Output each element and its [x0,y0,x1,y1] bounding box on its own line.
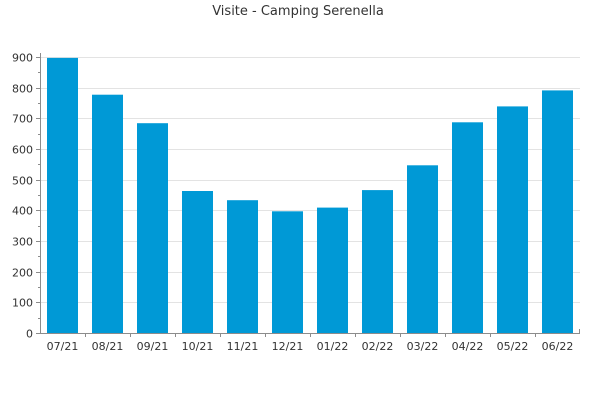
x-tick-label: 11/21 [227,340,259,353]
bar-06-22 [542,90,573,334]
y-tick-label: 200 [12,267,33,280]
axes [36,53,580,337]
y-tick-label: 500 [12,175,33,188]
y-tick-label: 600 [12,144,33,157]
x-tick-label: 05/22 [497,340,529,353]
x-tick-label: 12/21 [272,340,304,353]
x-tick-label: 01/22 [317,340,349,353]
bar-11-21 [227,200,258,333]
bar-09-21 [137,123,168,333]
y-tick-label: 700 [12,113,33,126]
y-tick-label: 0 [26,328,33,341]
y-tick-label: 100 [12,297,33,310]
y-tick-label: 400 [12,205,33,218]
bar-04-22 [452,122,483,333]
x-tick-label: 03/22 [407,340,439,353]
bar-07-21 [47,57,78,334]
y-tick-label: 900 [12,52,33,65]
x-tick-label: 07/21 [47,340,79,353]
bar-08-21 [92,94,123,333]
y-tick-labels: 0 100 200 300 400 500 600 700 800 900 [12,52,33,341]
chart-title: Visite - Camping Serenella [212,4,384,19]
x-tick-label: 06/22 [542,340,574,353]
bar-03-22 [407,165,438,333]
bar-12-21 [272,211,303,333]
x-tick-labels: 07/21 08/21 09/21 10/21 11/21 12/21 01/22 02/22… [47,340,574,353]
bar-01-22 [317,207,348,333]
bar-02-22 [362,190,393,333]
x-tick-label: 08/21 [92,340,124,353]
y-tick-label: 800 [12,83,33,96]
x-tick-label: 02/22 [362,340,394,353]
y-tick-label: 300 [12,236,33,249]
x-tick-label: 04/22 [452,340,484,353]
bar-05-22 [497,106,528,334]
x-tick-label: 09/21 [137,340,169,353]
grid-lines [40,57,580,303]
bar-10-21 [182,191,213,333]
x-tick-label: 10/21 [182,340,214,353]
bars [47,57,573,334]
